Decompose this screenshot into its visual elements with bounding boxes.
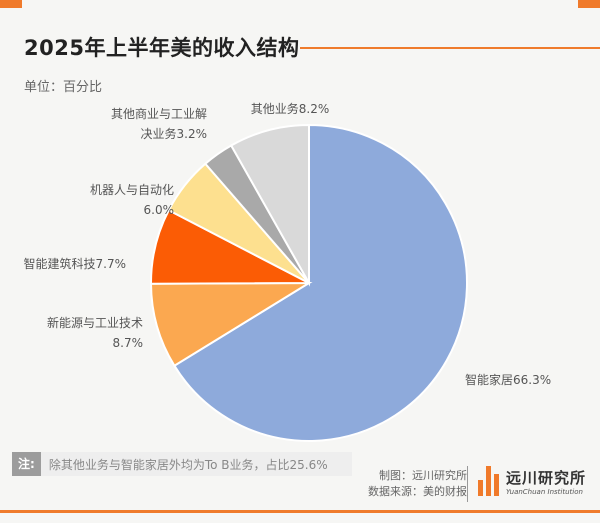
logo: 远川研究所 YuanChuan Institution [478, 466, 586, 496]
pie-slice-0 [172, 123, 468, 442]
logo-bars-icon [478, 466, 500, 496]
logo-name: 远川研究所 [506, 468, 587, 487]
logo-name-en: YuanChuan Institution [506, 487, 583, 496]
footnote-tag: 注: [12, 452, 41, 476]
title-rule [300, 47, 600, 49]
footnote-text: 除其他业务与智能家居外均为To B业务，占比25.6% [48, 457, 328, 472]
slice-label-4: 其他商业与工业解决业务3.2% [111, 106, 207, 141]
top-left-accent [0, 0, 22, 8]
top-right-accent [578, 0, 600, 8]
credits-divider [467, 466, 468, 502]
bottom-rule [0, 510, 600, 513]
slice-label-5: 其他业务8.2% [251, 101, 330, 116]
slice-label-3: 机器人与自动化 6.0% [90, 183, 174, 217]
unit-label: 单位：百分比 [24, 80, 103, 95]
credit-made: 制图：远川研究所 [379, 469, 467, 482]
pie-slice-5 [229, 123, 310, 287]
slice-label-0: 智能家居66.3% [465, 372, 551, 387]
pie-slice-1 [149, 281, 313, 368]
pie-chart: 智能家居66.3% 新能源与工业技术 8.7% 智能建筑科技7.7% 机器人与自动化 6.… [24, 101, 551, 442]
slice-label-1: 新能源与工业技术 8.7% [47, 315, 143, 350]
footnote: 注: 除其他业务与智能家居外均为To B业务，占比25.6% [12, 452, 352, 476]
slice-label-2: 智能建筑科技7.7% [24, 256, 127, 271]
credits: 制图：远川研究所 数据来源：美的财报 [368, 468, 467, 500]
credit-source: 数据来源：美的财报 [368, 485, 467, 498]
page-title: 2025年上半年美的收入结构 [24, 36, 300, 60]
